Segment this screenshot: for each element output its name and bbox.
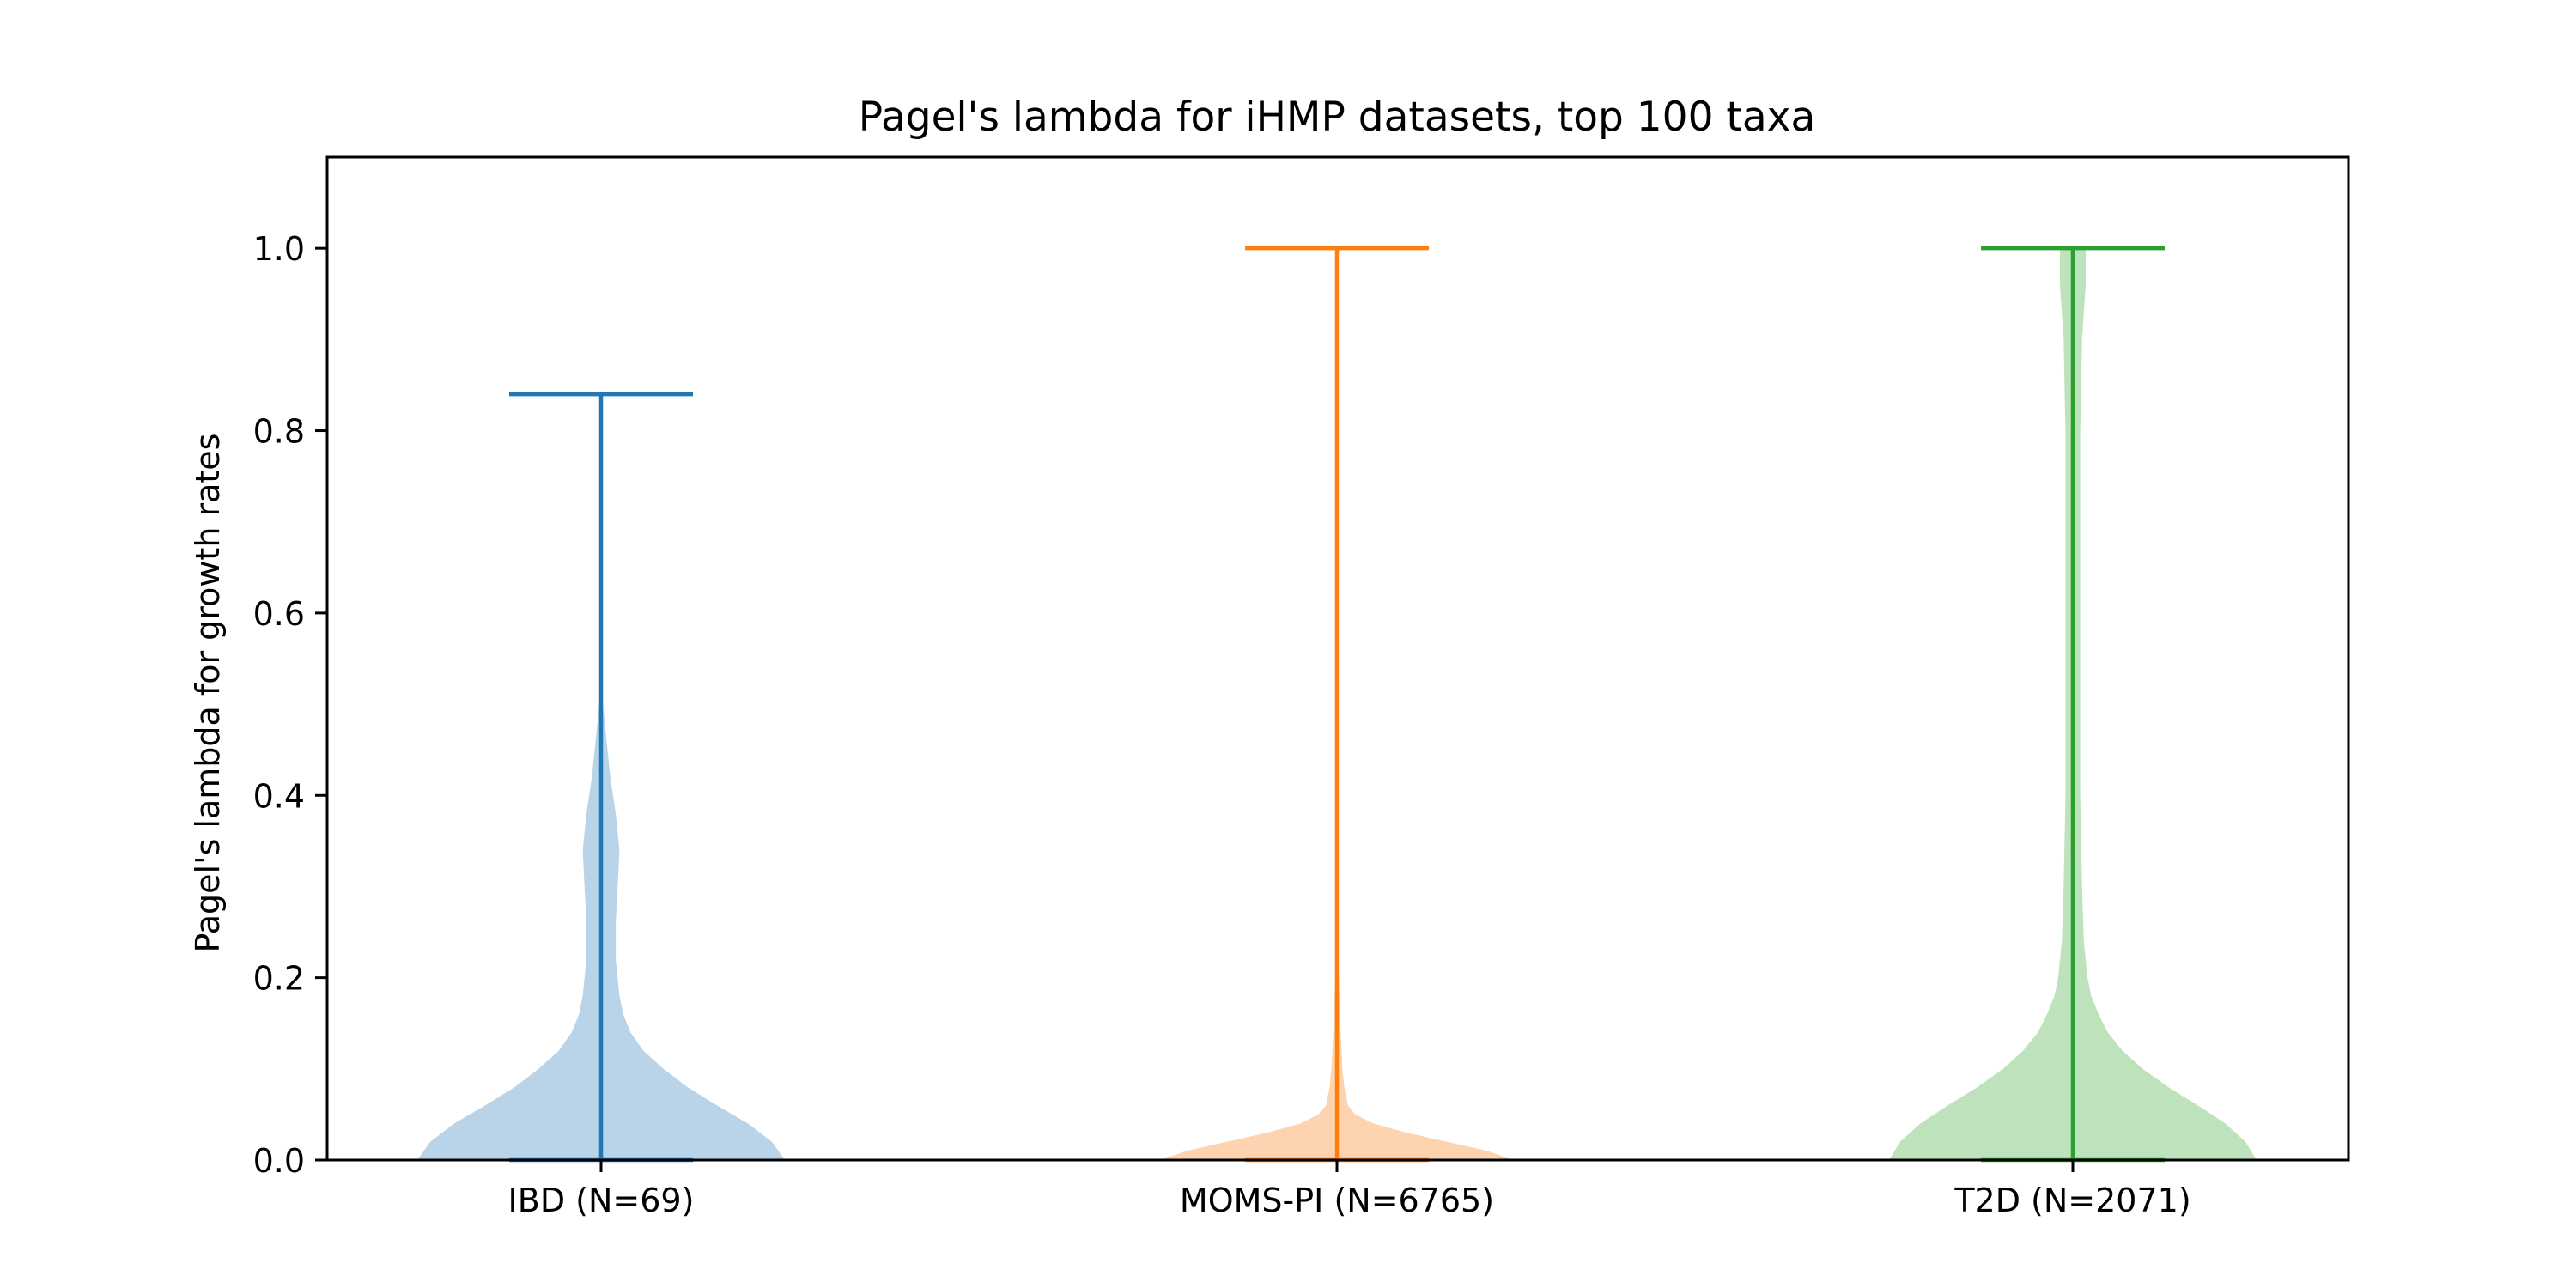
- y-tick-label: 0.6: [253, 595, 305, 633]
- y-tick-label: 0.4: [253, 777, 305, 815]
- y-tick-label: 1.0: [253, 230, 305, 268]
- y-tick-label: 0.0: [253, 1142, 305, 1180]
- y-tick-label: 0.8: [253, 413, 305, 451]
- plot-area-frame: [325, 155, 2350, 1162]
- y-axis-label: Pagel's lambda for growth rates: [189, 434, 227, 953]
- violin-group: [1160, 246, 1514, 1163]
- x-tick-label: IBD (N=69): [508, 1182, 695, 1219]
- x-tick-label: T2D (N=2071): [1953, 1182, 2190, 1219]
- chart-title: Pagel's lambda for iHMP datasets, top 10…: [859, 94, 1816, 141]
- x-tick-label: MOMS-PI (N=6765): [1180, 1182, 1494, 1219]
- violins-layer: [417, 246, 2257, 1163]
- x-axis-ticks: IBD (N=69) MOMS-PI (N=6765) T2D (N=2071): [508, 1160, 2191, 1219]
- y-tick-label: 0.2: [253, 960, 305, 998]
- y-axis-ticks: 0.0 0.2 0.4 0.6 0.8 1.0: [253, 230, 327, 1180]
- violin-group: [1889, 246, 2257, 1163]
- violin-group: [417, 392, 785, 1163]
